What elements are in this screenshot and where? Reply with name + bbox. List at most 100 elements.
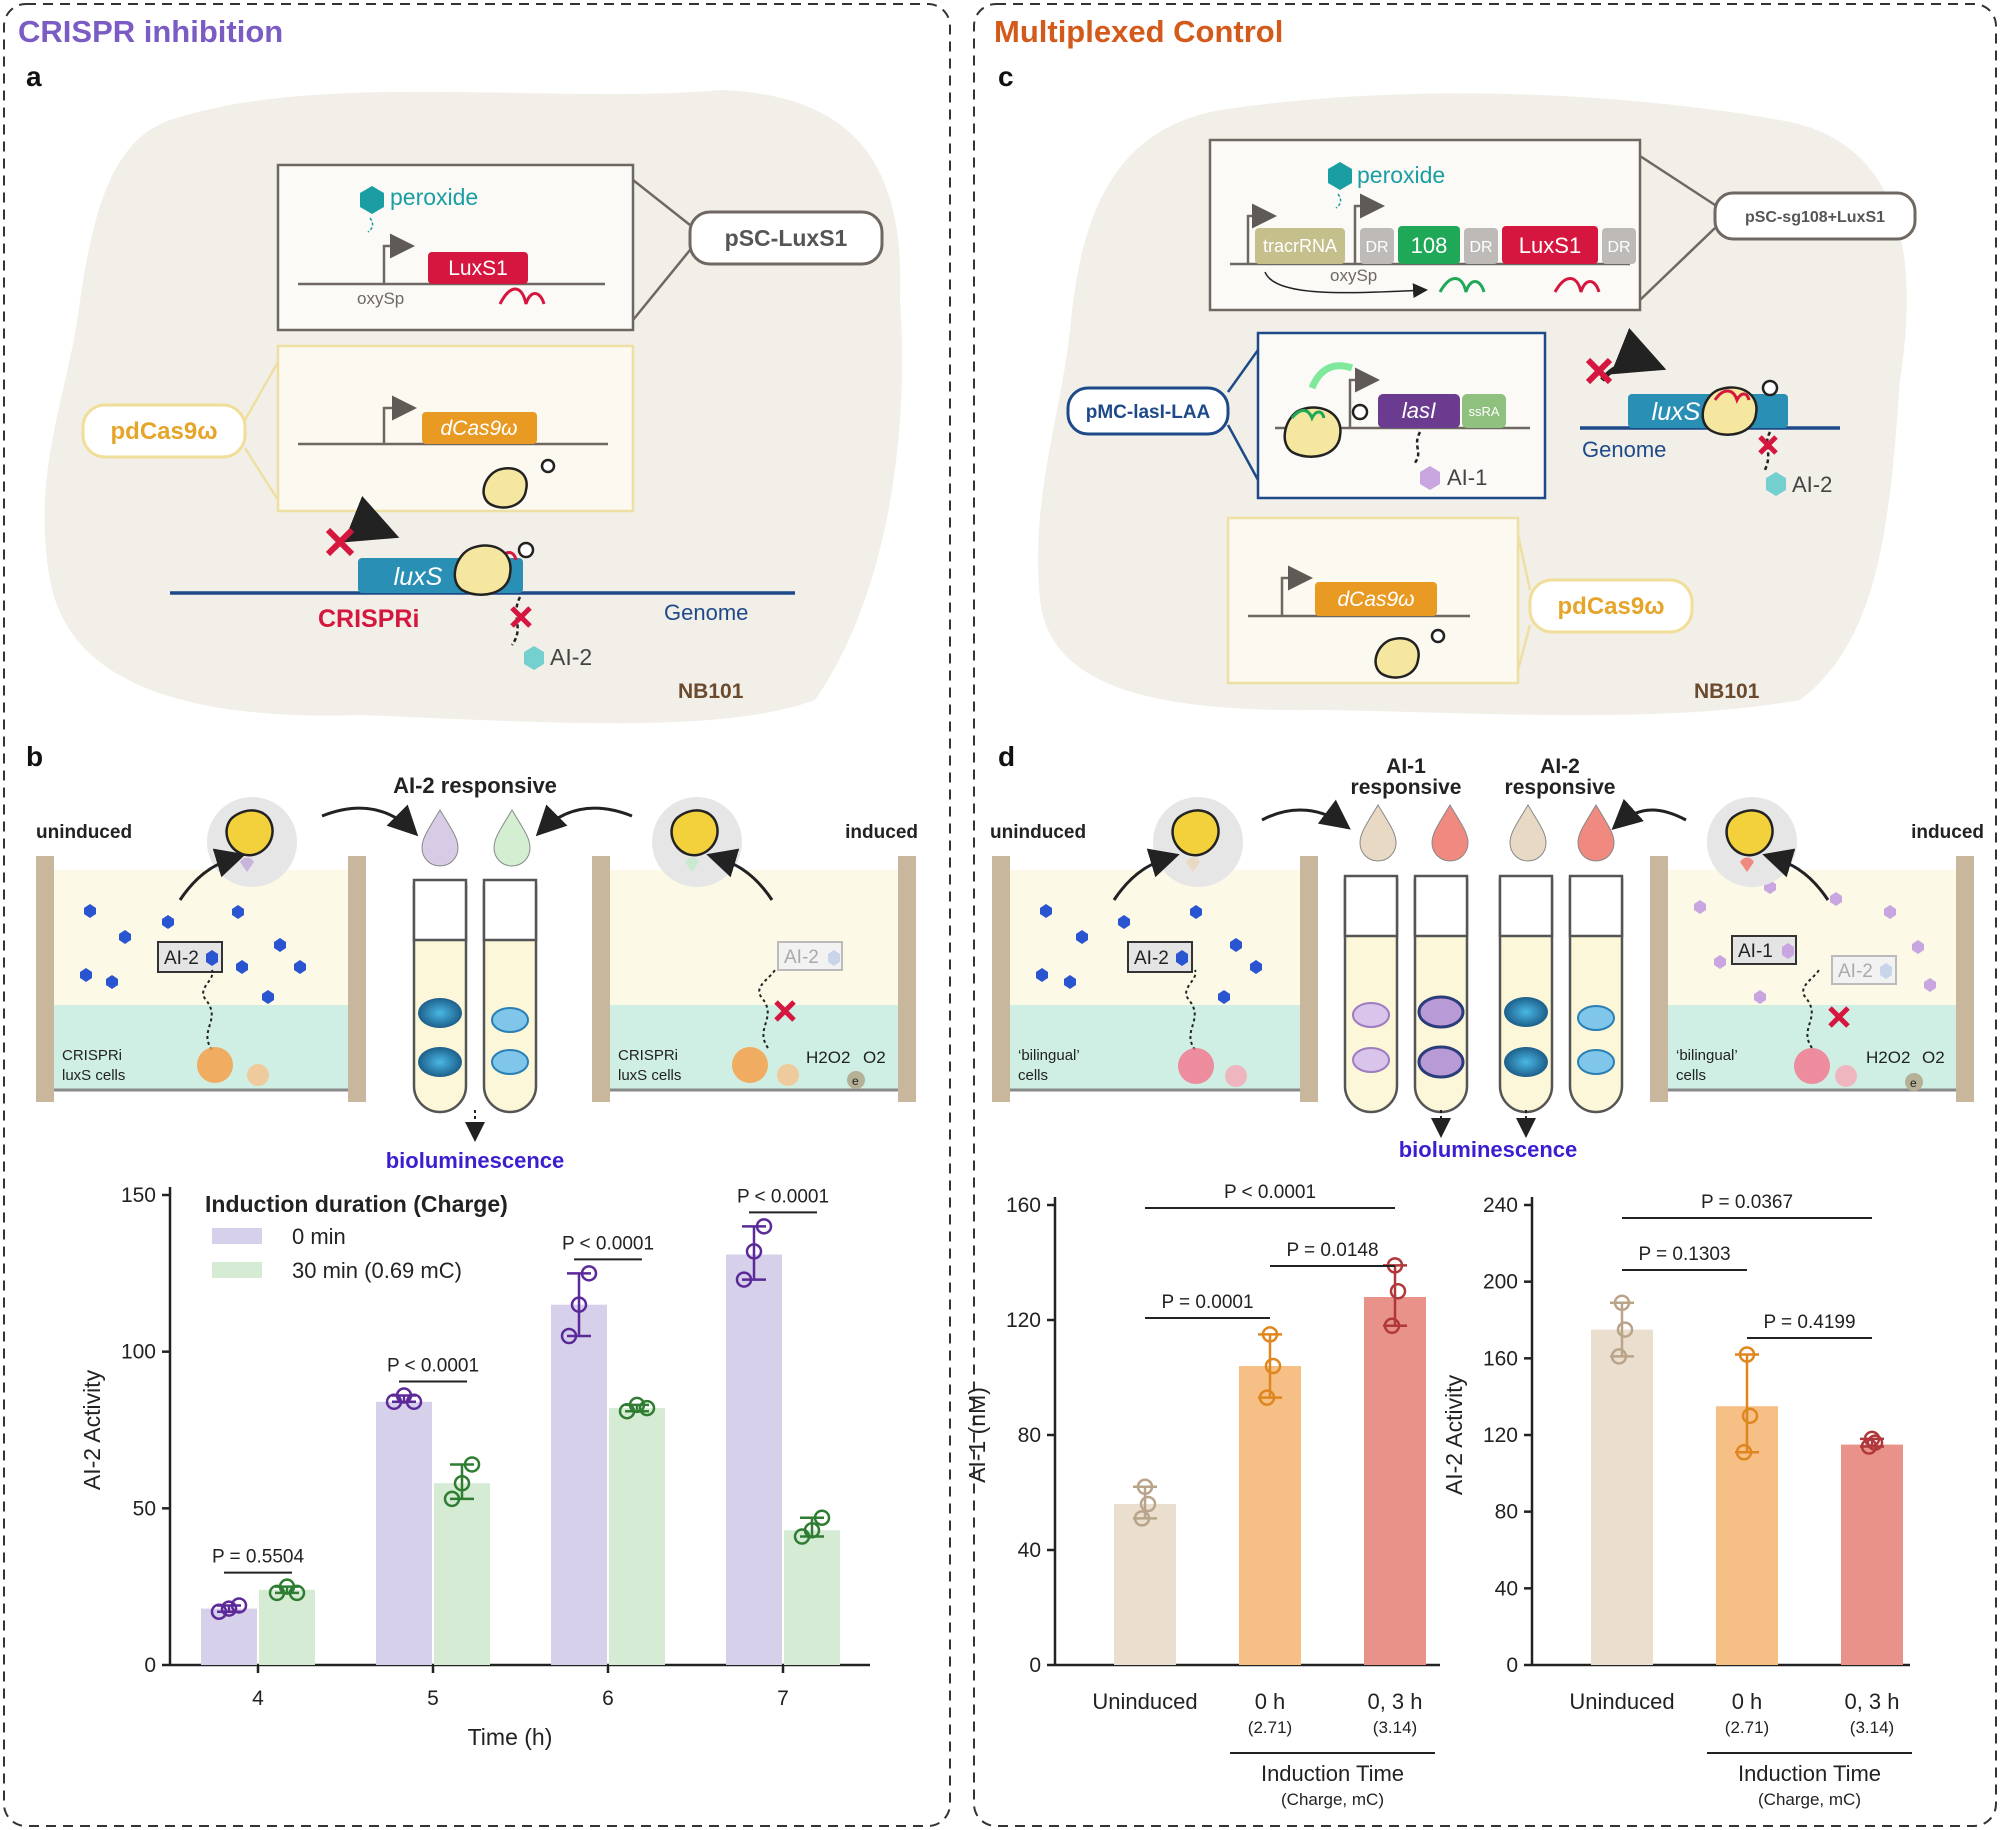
y-tick-label: 240 <box>1483 1194 1518 1217</box>
p-value-label: P = 0.4199 <box>1763 1312 1855 1333</box>
chart-d-ai1: 0 40 80 120 160 AI-1 (nM) Uninduced 0 h (2.71) 0,… <box>964 1182 1440 1809</box>
data-point <box>288 1584 306 1602</box>
y-axis-label: AI-2 Activity <box>1441 1374 1467 1495</box>
ssra-tag <box>1462 394 1506 428</box>
left-section-title: CRISPR inhibition <box>18 14 283 49</box>
x-tick-label: 4 <box>252 1687 264 1710</box>
x-tick-label: 0, 3 h <box>1367 1689 1422 1714</box>
bar <box>784 1530 840 1665</box>
ai2-box-label-d-left: AI-2 <box>1134 948 1169 969</box>
bar <box>376 1401 432 1665</box>
dr-label-2: DR <box>1469 239 1492 256</box>
dcas-label-c: dCas9ω <box>1337 588 1414 611</box>
y-tick-label: 200 <box>1483 1271 1518 1294</box>
luxs1-gene-label: LuxS1 <box>448 257 508 280</box>
data-point <box>1389 1283 1407 1300</box>
data-point <box>1139 1495 1157 1513</box>
plasmid-dcas-label-box <box>81 403 247 459</box>
y-tick-label: 0 <box>1506 1654 1518 1677</box>
promoter-arrow <box>382 233 415 284</box>
panel-label-c: c <box>998 61 1014 92</box>
plasmid-dcas-label: pdCas9ω <box>111 418 218 445</box>
plasmid-mc-label-box <box>1066 386 1230 436</box>
x-tick-label: 6 <box>602 1687 614 1710</box>
luxs1-label-c: LuxS1 <box>1519 233 1581 258</box>
panel-label-b: b <box>26 741 43 772</box>
x-sublabel: (3.14) <box>1373 1718 1417 1737</box>
data-point <box>443 1490 461 1508</box>
sg108-plasmid-box <box>1208 138 1642 312</box>
data-point <box>745 1243 763 1260</box>
x-sublabel: (2.71) <box>1725 1718 1769 1737</box>
bar <box>1364 1297 1426 1665</box>
y-tick-label: 120 <box>1006 1309 1041 1332</box>
y-tick-label: 80 <box>1495 1501 1518 1524</box>
p-value-label: P = 0.0001 <box>1161 1292 1253 1313</box>
plasmid-sg-label-box <box>1713 191 1917 241</box>
p-value-label: P < 0.0001 <box>737 1186 829 1207</box>
y-tick-label: 150 <box>121 1184 156 1207</box>
data-point <box>1258 1389 1276 1406</box>
electron-label-b: e <box>852 1074 859 1088</box>
data-point <box>1863 1430 1881 1448</box>
data-point <box>570 1296 588 1313</box>
luxs1-gene <box>428 252 528 284</box>
ai1-icon-c <box>1420 466 1440 490</box>
induced-label-b: induced <box>845 822 918 843</box>
luxs1-gene-c <box>1502 226 1598 264</box>
data-point <box>210 1603 228 1620</box>
p-value-label: P < 0.0001 <box>387 1356 479 1377</box>
resp2-l1: AI-2 <box>1540 755 1580 778</box>
data-point <box>1133 1510 1151 1527</box>
mrna-icon <box>498 287 546 305</box>
data-point <box>813 1509 831 1526</box>
y-axis-label: AI-2 Activity <box>79 1369 105 1490</box>
p-value-label: P = 0.1303 <box>1638 1244 1730 1265</box>
legend-swatch <box>212 1262 262 1278</box>
data-point <box>638 1399 656 1417</box>
data-point <box>405 1393 423 1411</box>
chart-b: 0 50 100 150 AI-2 Activity 4 P = 0.5504 5 P < 0.… <box>79 1184 870 1750</box>
resp1-l1: AI-1 <box>1386 755 1426 778</box>
legend-swatch <box>212 1228 262 1244</box>
data-point <box>1264 1357 1282 1375</box>
luxs1-plasmid-box <box>276 163 635 332</box>
dr-label-1: DR <box>1365 239 1388 256</box>
data-point <box>453 1475 471 1492</box>
x-sublabel: (3.14) <box>1850 1718 1894 1737</box>
bar <box>1591 1329 1653 1665</box>
data-point <box>755 1218 773 1235</box>
p-value-label: P < 0.0001 <box>1224 1182 1316 1203</box>
o2-label-b: O2 <box>863 1048 886 1067</box>
y-tick-label: 0 <box>144 1654 156 1677</box>
legend-label: 30 min (0.69 mC) <box>292 1258 462 1283</box>
data-point <box>803 1522 821 1539</box>
p-value-label: P = 0.5504 <box>212 1547 305 1568</box>
data-point <box>1261 1326 1279 1343</box>
ai2-label-c: AI-2 <box>1792 472 1832 497</box>
luxs-label-c: luxS <box>1652 398 1701 426</box>
data-point <box>230 1597 248 1614</box>
x-tick-label: Uninduced <box>1569 1689 1674 1714</box>
data-point <box>1616 1321 1634 1338</box>
x-tick-label: 0 h <box>1255 1689 1286 1714</box>
bar <box>259 1589 315 1665</box>
right-section-title: Multiplexed Control <box>994 14 1283 49</box>
legend-label: 0 min <box>292 1224 346 1249</box>
bar <box>726 1254 782 1665</box>
ai2-icon-c <box>1766 472 1786 496</box>
y-tick-label: 0 <box>1029 1654 1041 1677</box>
block-x-icon <box>325 527 355 557</box>
plasmid-dcas-label-c: pdCas9ω <box>1558 593 1665 620</box>
data-point <box>1383 1317 1401 1334</box>
dcas-gene-c <box>1315 582 1437 616</box>
data-point <box>1866 1434 1884 1451</box>
lasi-gene <box>1378 394 1460 428</box>
data-point <box>628 1396 646 1414</box>
p-value-label: P = 0.0367 <box>1701 1192 1793 1213</box>
group-sublabel: (Charge, mC) <box>1281 1790 1384 1809</box>
peroxide-label-c: peroxide <box>1357 162 1445 188</box>
plasmid-dcas-label-box-c <box>1528 578 1694 634</box>
biolum-label-d: bioluminescence <box>1399 1137 1578 1162</box>
